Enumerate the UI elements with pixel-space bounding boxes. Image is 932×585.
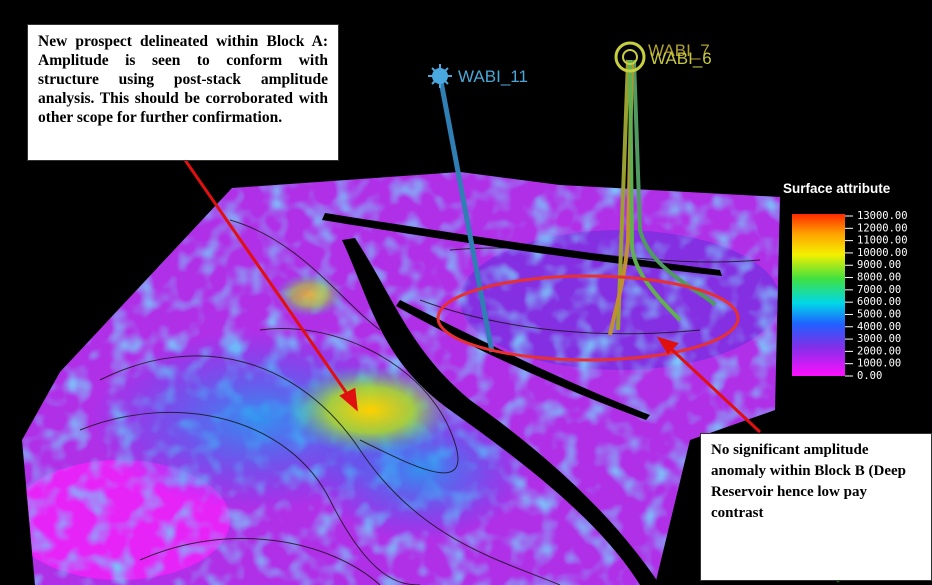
color-bar	[792, 214, 845, 376]
highlight-ellipse	[436, 274, 740, 362]
legend-title: Surface attribute	[783, 181, 891, 196]
legend-label: 6000.00	[857, 296, 901, 308]
well-path	[437, 75, 495, 353]
legend-label: 0.00	[857, 370, 882, 382]
arrow	[183, 159, 762, 434]
legend-label: 13000.00	[857, 210, 908, 222]
fault	[396, 300, 650, 420]
legend-label: 12000.00	[857, 222, 908, 234]
legend-label: 9000.00	[857, 259, 901, 271]
well-label: WABI_11	[458, 67, 528, 86]
fault	[342, 238, 660, 585]
legend-label: 11000.00	[857, 235, 908, 247]
legend-label: 1000.00	[857, 358, 901, 370]
legend-label: 7000.00	[857, 284, 901, 296]
surface	[22, 172, 780, 585]
legend-label: 8000.00	[857, 272, 901, 284]
annotation-box: New prospect delineated within Block A: …	[27, 24, 339, 161]
well-label: WABI_7	[648, 41, 710, 60]
well-icon	[428, 41, 646, 88]
legend-label: 4000.00	[857, 321, 901, 333]
legend-label: 3000.00	[857, 333, 901, 345]
legend-label: 5000.00	[857, 308, 901, 320]
annotation-box: No significant amplitude anomaly within …	[700, 433, 932, 581]
legend-label: 10000.00	[857, 247, 908, 259]
well-label: WABI_6	[650, 49, 712, 68]
legend-label: 2000.00	[857, 345, 901, 357]
legend-labels: 13000.0012000.0011000.0010000.009000.008…	[845, 210, 908, 382]
